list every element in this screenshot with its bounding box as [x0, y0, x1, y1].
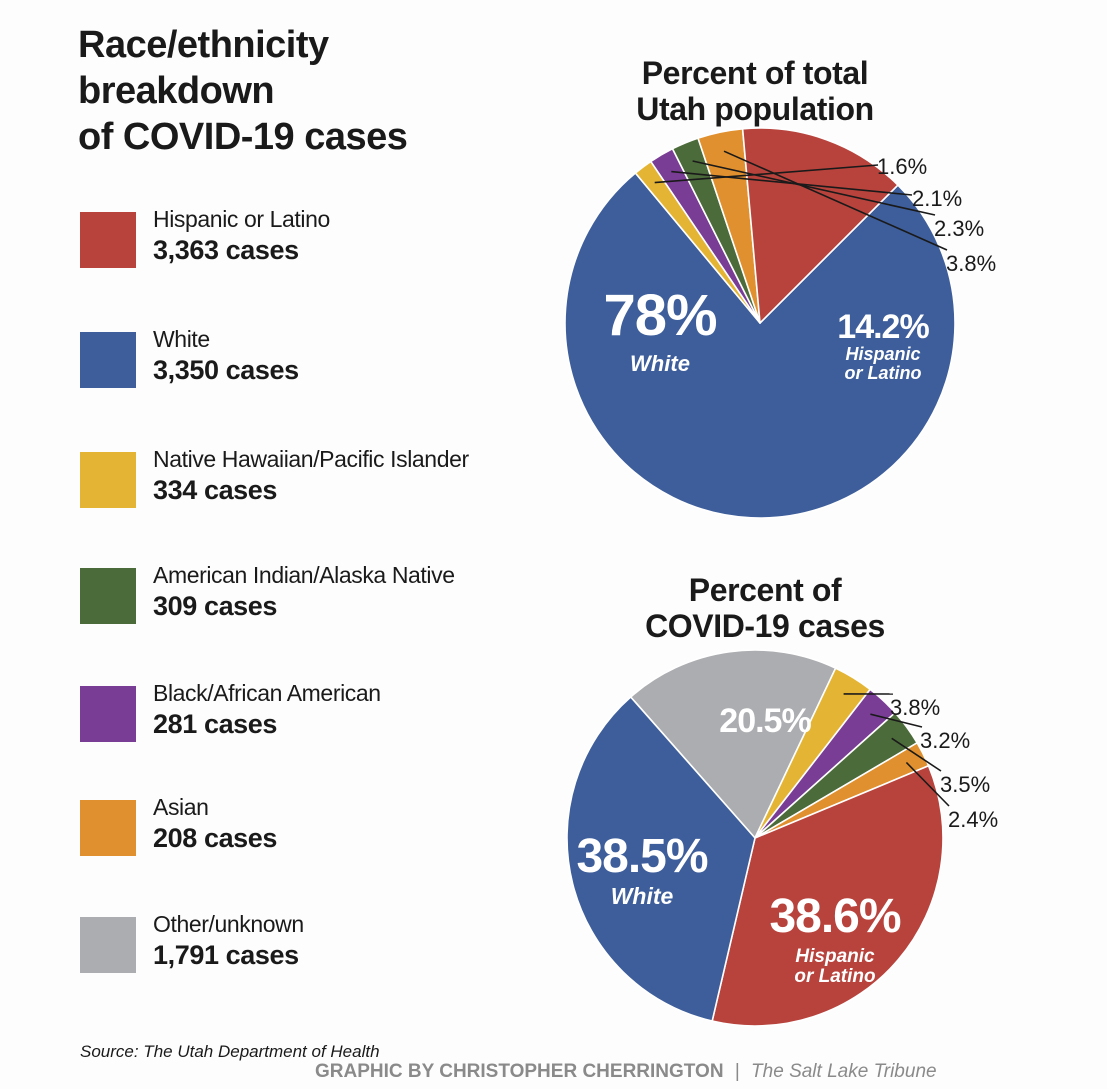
source-note: Source: The Utah Department of Health	[80, 1042, 380, 1061]
population-callout-native-hawaiian-pacific-islander: 1.6%	[877, 154, 927, 179]
legend-cases: 3,363 cases	[153, 235, 299, 265]
population-callout-black-african-american: 2.1%	[912, 186, 962, 211]
cases-leader-black-african-american	[870, 713, 923, 728]
population-leader-asian	[723, 150, 948, 251]
cases-pie-title: Percent of COVID-19 cases	[610, 572, 920, 644]
legend-item-american-indian: American Indian/Alaska Native 309 cases	[80, 561, 550, 641]
cases-callout-native-hawaiian-pacific-islander: 3.8%	[890, 695, 940, 720]
population-sublabel-white: White	[630, 351, 690, 376]
cases-leader-asian	[905, 761, 950, 807]
population-pie-title: Percent of total Utah population	[600, 55, 910, 127]
legend-item-black: Black/African American 281 cases	[80, 679, 550, 759]
population-slice-white	[564, 172, 956, 519]
main-title: Race/ethnicity breakdown of COVID-19 cas…	[78, 22, 498, 160]
legend-name: Native Hawaiian/Pacific Islander	[153, 446, 469, 472]
legend-item-other: Other/unknown 1,791 cases	[80, 910, 550, 990]
credit-byline: GRAPHIC BY CHRISTOPHER CHERRINGTON	[315, 1061, 724, 1082]
credit-publication: The Salt Lake Tribune	[751, 1061, 937, 1082]
legend-item-asian: Asian 208 cases	[80, 793, 550, 873]
population-sublabel-hispanic-or-latino: Hispanic	[845, 344, 920, 364]
legend-swatch	[80, 212, 136, 268]
legend-name: Hispanic or Latino	[153, 206, 330, 232]
cases-callout-black-african-american: 3.2%	[920, 728, 970, 753]
legend-swatch	[80, 686, 136, 742]
cases-label-hispanic-or-latino: 38.6%	[769, 890, 900, 943]
legend-cases: 309 cases	[153, 591, 278, 621]
population-labels: 78% White 1.6% 2.1% 2.3% 3.8% 14.2%Hispanicor …	[603, 150, 996, 383]
population-label-hispanic-or-latino: 14.2%	[837, 308, 929, 346]
main-title-line: breakdown	[78, 70, 275, 112]
main-title-line: of COVID-19 cases	[78, 116, 408, 158]
legend-cases: 1,791 cases	[153, 940, 299, 970]
legend-swatch	[80, 332, 136, 388]
cases-slice-other-unknown	[629, 649, 837, 839]
legend-swatch	[80, 800, 136, 856]
legend-swatch	[80, 917, 136, 973]
legend-name: Other/unknown	[153, 911, 304, 937]
legend-item-white: White 3,350 cases	[80, 325, 550, 405]
cases-callout-asian: 2.4%	[948, 807, 998, 832]
cases-slices	[566, 649, 944, 1027]
cases-label-white: 38.5%	[576, 830, 707, 883]
population-leader-american-indian-alaska-native	[692, 160, 936, 216]
credit-line: GRAPHIC BY CHRISTOPHER CHERRINGTON | The…	[315, 1061, 937, 1083]
cases-callout-american-indian-alaska-native: 3.5%	[940, 772, 990, 797]
cases-slice-hispanic-or-latino	[711, 765, 944, 1027]
population-callout-american-indian-alaska-native: 2.3%	[934, 216, 984, 241]
cases-leader-american-indian-alaska-native	[891, 737, 942, 772]
population-callout-asian: 3.8%	[946, 251, 996, 276]
legend-cases: 281 cases	[153, 709, 278, 739]
legend-swatch	[80, 452, 136, 508]
cases-slice-white	[566, 696, 756, 1022]
population-label-white: 78%	[603, 283, 717, 348]
legend-swatch	[80, 568, 136, 624]
cases-pie-title-line: COVID-19 cases	[645, 608, 885, 644]
population-pie-title-line: Percent of total	[641, 55, 869, 91]
cases-sublabel-hispanic-or-latino: or Latino	[794, 966, 875, 987]
population-pie-title-line: Utah population	[636, 91, 874, 127]
main-title-line: Race/ethnicity	[78, 24, 329, 66]
cases-sublabel-hispanic-or-latino: Hispanic	[795, 946, 875, 967]
credit-separator: |	[734, 1061, 740, 1082]
legend-name: Black/African American	[153, 680, 381, 706]
cases-sublabel-white: White	[611, 883, 674, 909]
legend-name: Asian	[153, 794, 209, 820]
population-leader-native-hawaiian-pacific-islander	[654, 164, 879, 184]
legend-cases: 208 cases	[153, 823, 278, 853]
legend-cases: 334 cases	[153, 475, 278, 505]
legend-cases: 3,350 cases	[153, 355, 299, 385]
population-sublabel-hispanic-or-latino: or Latino	[845, 363, 922, 383]
cases-pie-title-line: Percent of	[688, 572, 842, 608]
legend-item-pacific-islander: Native Hawaiian/Pacific Islander 334 cas…	[80, 445, 550, 525]
legend-name: White	[153, 326, 210, 352]
legend-name: American Indian/Alaska Native	[153, 562, 455, 588]
cases-label-other-unknown: 20.5%	[719, 702, 811, 740]
legend-item-hispanic: Hispanic or Latino 3,363 cases	[80, 205, 550, 285]
